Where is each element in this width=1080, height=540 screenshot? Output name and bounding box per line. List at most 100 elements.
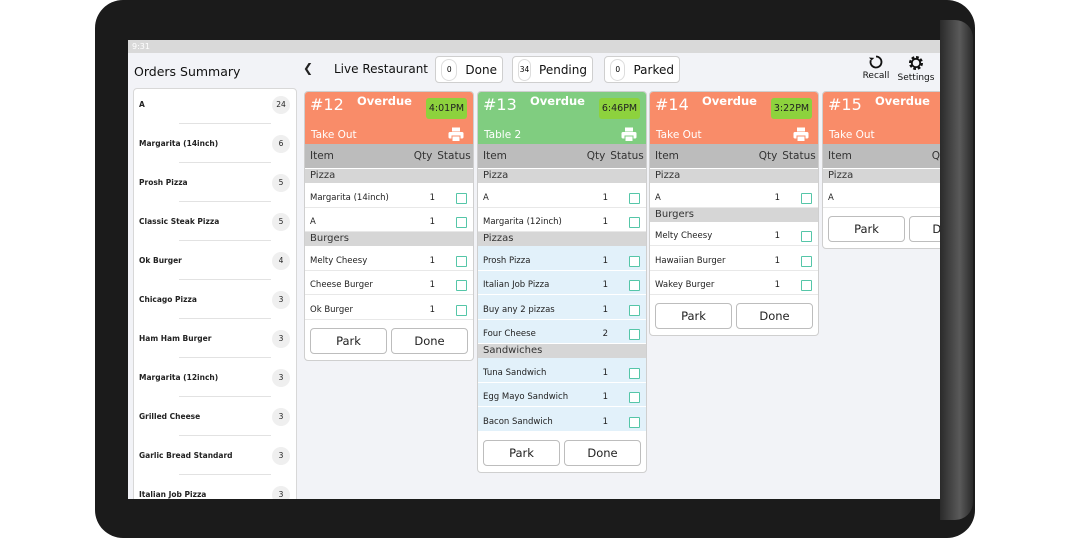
status-checkbox[interactable] [801, 280, 812, 291]
item-name: Cheese Burger [310, 280, 373, 290]
order-item: Egg Mayo Sandwich 1 [478, 382, 646, 407]
column-label: Status [437, 150, 471, 162]
status-checkbox[interactable] [456, 255, 467, 267]
status-checkbox[interactable] [801, 231, 812, 242]
status-checkbox[interactable] [629, 367, 640, 379]
status-checkbox[interactable] [629, 255, 640, 267]
order-type: Take Out [823, 126, 940, 144]
status-checkbox[interactable] [456, 192, 467, 204]
back-button[interactable]: ❮ [303, 61, 314, 75]
item-qty: 1 [429, 192, 435, 203]
item-name: A [139, 100, 145, 109]
order-item: Margarita (14inch) 1 [305, 183, 473, 208]
item-count: 24 [272, 95, 290, 114]
status-checkbox[interactable] [629, 280, 640, 291]
card-button[interactable]: Done [736, 303, 813, 329]
summary-row[interactable]: Margarita (14inch) 6 [134, 124, 296, 163]
order-type-label: Take Out [829, 129, 875, 141]
order-item: Ok Burger 1 [305, 295, 473, 320]
printer-icon[interactable] [448, 127, 464, 142]
status-checkbox[interactable] [629, 192, 640, 204]
order-type-label: Take Out [311, 129, 357, 141]
column-header: Item Qty Status [478, 144, 646, 168]
status-checkbox[interactable] [629, 392, 640, 403]
summary-row[interactable]: Ham Ham Burger 3 [134, 319, 296, 358]
order-item: Margarita (12inch) 1 [478, 208, 646, 232]
status-checkbox[interactable] [456, 280, 467, 291]
order-item: Bacon Sandwich 1 [478, 407, 646, 432]
item-qty: 1 [602, 416, 608, 427]
item-qty: 1 [602, 192, 608, 203]
summary-row[interactable]: Italian Job Pizza 3 [134, 475, 296, 499]
card-button[interactable]: Done [564, 439, 641, 466]
item-count: 3 [272, 368, 290, 387]
status-checkbox[interactable] [629, 304, 640, 316]
summary-row[interactable]: Classic Steak Pizza 5 [134, 202, 296, 241]
sidebar-rows: A 24 Margarita (14inch) 6 Prosh Pizza 5 Classi… [134, 89, 296, 499]
sidebar-list: A 24 Margarita (14inch) 6 Prosh Pizza 5 Classi… [133, 88, 297, 499]
status-checkbox[interactable] [801, 192, 812, 204]
status-checkbox[interactable] [629, 416, 640, 428]
column-label: Status [610, 150, 644, 162]
recall-button[interactable]: Recall [854, 54, 898, 81]
item-qty: 2 [602, 329, 608, 339]
status-checkbox[interactable] [456, 304, 467, 316]
filter-button[interactable]: 0 Done [435, 56, 503, 83]
item-count: 3 [272, 407, 290, 426]
item-name: Italian Job Pizza [139, 490, 207, 499]
status-checkbox[interactable] [801, 255, 812, 267]
printer-icon[interactable] [621, 127, 637, 142]
settings-button[interactable]: Settings [894, 54, 938, 83]
filter-button[interactable]: 0 Parked [604, 56, 680, 83]
settings-label: Settings [897, 73, 935, 83]
summary-row[interactable]: Margarita (12inch) 3 [134, 358, 296, 397]
screen: 9:31 Orders Summary A 24 Margarita (14inch… [128, 40, 940, 499]
section-header: Pizza [478, 169, 646, 183]
order-time: 3:22PM [771, 98, 812, 119]
item-qty: 1 [774, 231, 780, 241]
restaurant-title: Live Restaurant [334, 62, 429, 76]
summary-row[interactable]: Garlic Bread Standard 3 [134, 436, 296, 475]
item-qty: 1 [602, 217, 608, 227]
order-item: Tuna Sandwich 1 [478, 358, 646, 383]
column-label: Status [782, 150, 816, 162]
item-name: Chicago Pizza [139, 295, 197, 304]
item-name: Margarita (12inch) [483, 217, 562, 227]
item-name: A [310, 217, 316, 227]
order-status: Overdue [357, 94, 412, 108]
filter-button[interactable]: 34 Pending [512, 56, 593, 83]
card-button[interactable]: Park [483, 439, 560, 466]
item-name: Melty Cheesy [655, 231, 713, 241]
status-checkbox[interactable] [456, 217, 467, 228]
summary-row[interactable]: Prosh Pizza 5 [134, 163, 296, 202]
item-qty: 1 [429, 304, 435, 315]
item-name: Melty Cheesy [310, 255, 368, 266]
summary-row[interactable]: Chicago Pizza 3 [134, 280, 296, 319]
filter-count: 0 [610, 58, 626, 81]
card-button[interactable]: Park [828, 215, 905, 242]
status-checkbox[interactable] [629, 329, 640, 340]
item-name: Egg Mayo Sandwich [483, 392, 569, 402]
card-button[interactable]: Park [310, 327, 387, 354]
summary-row[interactable]: Ok Burger 4 [134, 241, 296, 280]
column-header: Item Qty Status [650, 144, 818, 168]
clock: 9:31 [132, 42, 150, 51]
status-checkbox[interactable] [629, 217, 640, 228]
summary-row[interactable]: A 24 [134, 89, 296, 124]
card-button[interactable]: Done [909, 215, 940, 242]
item-qty: 1 [774, 192, 780, 203]
status-bar: 9:31 [128, 40, 940, 53]
summary-row[interactable]: Grilled Cheese 3 [134, 397, 296, 436]
printer-icon[interactable] [793, 127, 809, 142]
order-item: Buy any 2 pizzas 1 [478, 295, 646, 320]
item-count: 3 [272, 446, 290, 465]
order-type: Take Out [305, 126, 473, 144]
item-name: Italian Job Pizza [483, 280, 550, 290]
order-status: Overdue [875, 94, 930, 108]
card-button[interactable]: Done [391, 327, 468, 354]
card-button[interactable]: Park [655, 303, 732, 329]
item-qty: 1 [429, 217, 435, 227]
item-qty: 1 [602, 255, 608, 266]
